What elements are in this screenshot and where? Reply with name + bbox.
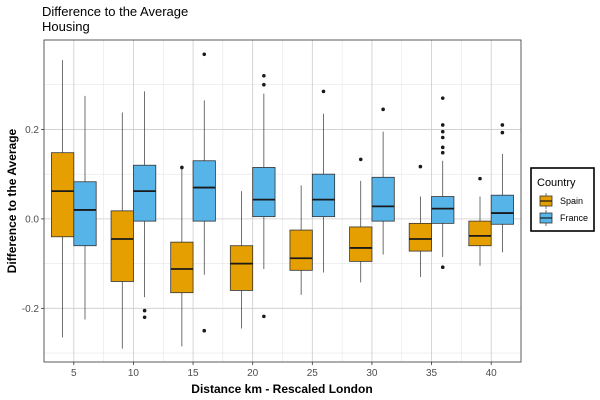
x-tick-label: 10 — [128, 368, 140, 379]
box-spain-35 — [408, 164, 432, 278]
box-spain-25 — [289, 185, 313, 295]
box-iqr — [133, 164, 157, 222]
outlier-point — [418, 164, 423, 169]
box-france-35 — [431, 96, 455, 269]
box-france-10 — [133, 91, 157, 320]
outlier-point — [440, 265, 445, 269]
outlier-point — [440, 135, 445, 140]
x-tick-label: 20 — [247, 368, 259, 379]
x-tick-label: 40 — [486, 368, 498, 379]
box-france-30 — [371, 107, 395, 255]
box-iqr — [170, 241, 194, 294]
outlier-point — [202, 328, 207, 333]
x-tick-label: 15 — [188, 368, 200, 379]
box-france-25 — [311, 89, 336, 273]
x-axis-title: Distance km - Rescaled London — [191, 382, 372, 396]
x-tick-label: 35 — [426, 368, 438, 379]
x-tick-label: 25 — [307, 368, 319, 379]
chart-title-line-2: Housing — [42, 19, 90, 34]
legend-item-spain: Spain — [539, 193, 583, 209]
outlier-point — [202, 52, 207, 57]
box-iqr — [192, 160, 216, 222]
box-spain-40 — [468, 176, 492, 266]
box-iqr — [311, 173, 336, 218]
outlier-point — [478, 176, 482, 181]
box-france-20 — [252, 73, 276, 319]
outlier-point — [321, 89, 326, 94]
box-iqr — [289, 229, 313, 271]
y-tick-label: 0.0 — [25, 214, 39, 225]
x-tick-label: 30 — [366, 368, 378, 379]
box-iqr — [73, 181, 97, 247]
box-spain-30 — [349, 157, 373, 283]
box-iqr — [468, 220, 492, 247]
chart-title-line-1: Difference to the Average — [42, 4, 188, 19]
box-france-40 — [490, 123, 514, 253]
outlier-point — [381, 107, 385, 112]
box-iqr — [349, 226, 373, 262]
y-tick-label: 0.2 — [25, 125, 39, 136]
box-iqr — [252, 167, 276, 218]
outlier-point — [142, 315, 147, 320]
legend-keys: Spain France — [539, 193, 588, 226]
box-iqr — [51, 152, 75, 238]
outlier-point — [262, 82, 266, 87]
outlier-point — [262, 314, 266, 319]
series-france — [73, 52, 514, 333]
series-spain — [51, 60, 492, 349]
box-spain-10 — [110, 112, 134, 349]
outlier-point — [440, 150, 445, 155]
outlier-point — [358, 157, 363, 162]
outlier-point — [180, 165, 184, 170]
outlier-point — [440, 123, 445, 127]
legend-label-france: France — [560, 213, 588, 223]
box-iqr — [408, 222, 432, 252]
box-france-15 — [192, 52, 216, 333]
outlier-point — [142, 308, 147, 313]
box-france-5 — [73, 95, 97, 320]
outlier-point — [440, 96, 445, 100]
outlier-point — [500, 123, 505, 127]
legend-label-spain: Spain — [560, 196, 583, 206]
box-spain-15 — [170, 165, 194, 347]
y-axis-title: Difference to the Average — [5, 128, 19, 273]
legend-title: Country — [537, 177, 576, 189]
legend: Country Spain France — [530, 167, 595, 232]
y-tick-label: -0.2 — [22, 304, 40, 315]
legend-item-france: France — [539, 210, 588, 226]
outlier-point — [440, 145, 445, 150]
outlier-point — [262, 73, 266, 78]
outlier-point — [500, 130, 505, 135]
box-spain-5 — [51, 60, 75, 338]
box-layer — [51, 52, 514, 349]
box-iqr — [490, 194, 514, 225]
x-tick-label: 5 — [71, 368, 77, 379]
box-spain-20 — [229, 191, 254, 329]
plot-panel-border — [43, 39, 522, 363]
box-iqr — [110, 210, 134, 282]
axis-layer: -0.2 0.0 0.2 5 10 15 20 25 30 35 40 — [22, 125, 497, 379]
box-iqr — [229, 245, 254, 291]
box-iqr — [371, 176, 395, 222]
box-iqr — [431, 196, 455, 224]
outlier-point — [440, 129, 445, 134]
